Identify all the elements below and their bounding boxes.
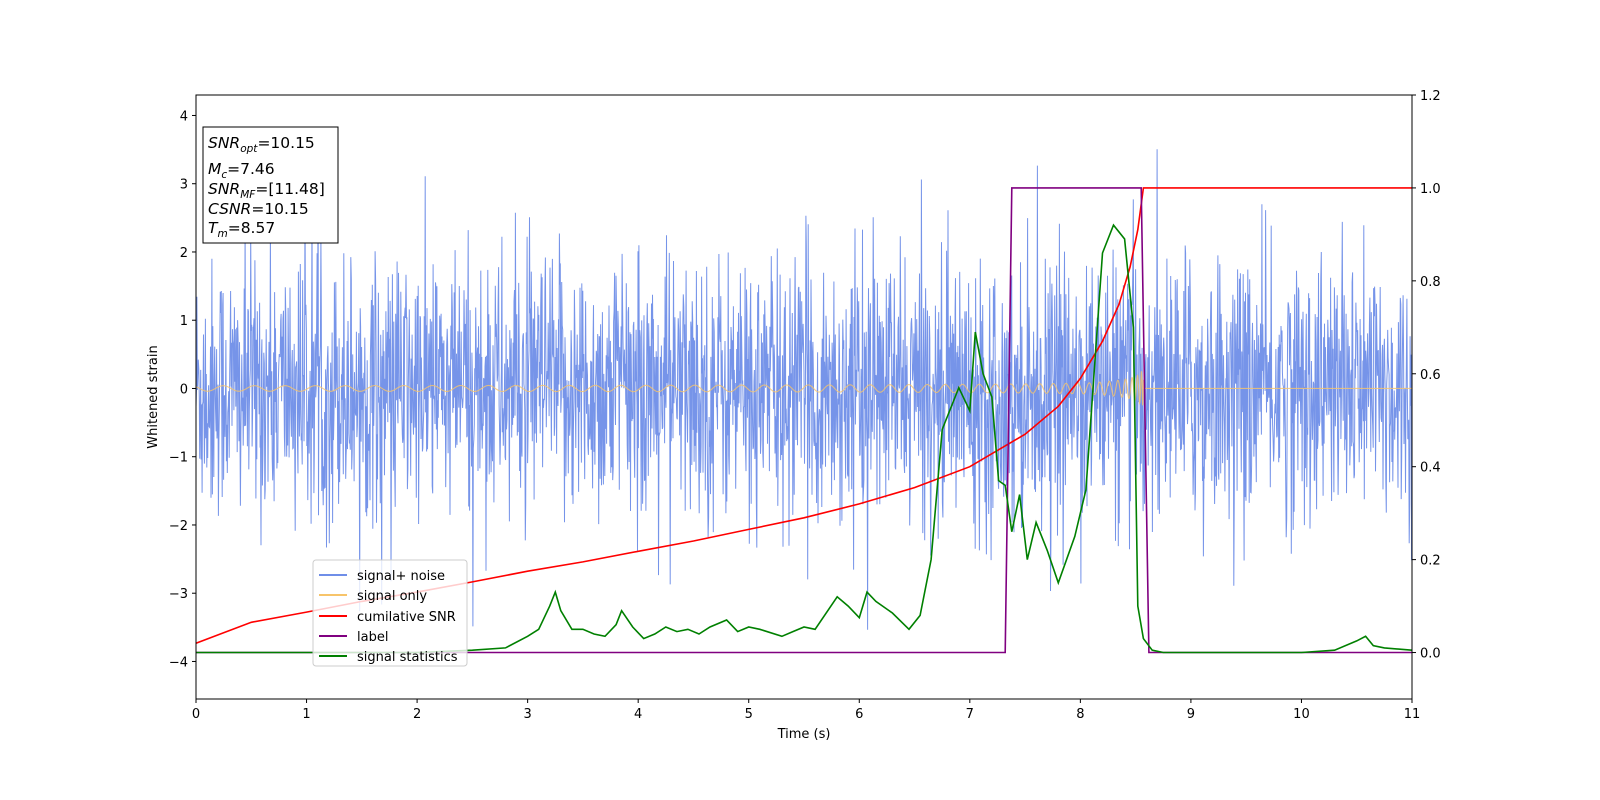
- info-snr-opt: SNRopt=10.15: [208, 134, 315, 155]
- legend-box: [312, 559, 468, 667]
- y-left-tick-label: 3: [180, 178, 188, 193]
- y-right-tick-label: 0.0: [1420, 647, 1441, 662]
- legend-item-cumulative-snr: cumilative SNR: [319, 610, 456, 625]
- y-left-tick-label: −2: [169, 519, 188, 534]
- legend-label: signal statistics: [357, 650, 458, 665]
- legend-item-signal-only: signal only: [319, 589, 427, 604]
- x-tick-label: 9: [1187, 707, 1195, 722]
- x-tick-label: 3: [523, 707, 531, 722]
- x-tick-label: 11: [1404, 707, 1421, 722]
- legend-label: signal+ noise: [357, 569, 445, 584]
- y-left-tick-label: 1: [180, 314, 188, 329]
- y-left-tick-label: 0: [180, 382, 188, 397]
- y-right-tick-label: 1.0: [1420, 182, 1441, 197]
- legend-item-label: label: [319, 630, 388, 645]
- x-tick-label: 10: [1293, 707, 1310, 722]
- series-signal-statistics: [196, 223, 1412, 654]
- x-tick-label: 5: [745, 707, 753, 722]
- axes-frame: [195, 94, 1413, 700]
- y-right-tick-label: 0.2: [1420, 554, 1441, 569]
- axes-ticks: 0 1 2 3 4 5 6 7 8 9 10 11 −4 −3 −2 −1 0 1 2 3 4 0.0 0.2 0.4 0.6 0…: [169, 89, 1441, 722]
- y-left-tick-label: −3: [169, 587, 188, 602]
- info-csnr: CSNR=10.15: [208, 200, 309, 218]
- y-left-tick-label: 2: [180, 246, 188, 261]
- x-tick-label: 8: [1076, 707, 1084, 722]
- y-right-tick-label: 0.8: [1420, 275, 1441, 290]
- y-left-tick-label: 4: [180, 109, 188, 124]
- x-axis-label: Time (s): [777, 727, 831, 742]
- x-tick-label: 4: [634, 707, 642, 722]
- y-left-tick-label: −4: [169, 655, 188, 670]
- legend: signal+ noise signal only cumilative SNR…: [312, 559, 468, 667]
- y-right-tick-label: 0.4: [1420, 461, 1441, 476]
- series-signal-noise: [196, 139, 1412, 630]
- y-left-tick-label: −1: [169, 451, 188, 466]
- legend-label: label: [357, 630, 388, 645]
- legend-label: signal only: [357, 589, 427, 604]
- info-merger-time: Tm=8.57: [208, 219, 275, 240]
- x-tick-label: 2: [413, 707, 421, 722]
- x-tick-label: 7: [966, 707, 974, 722]
- legend-label: cumilative SNR: [357, 610, 456, 625]
- legend-item-signal-noise: signal+ noise: [319, 569, 445, 584]
- x-tick-label: 1: [302, 707, 310, 722]
- y-axis-label: Whitened strain: [146, 345, 161, 448]
- y-right-tick-label: 1.2: [1420, 89, 1441, 104]
- info-box: SNRopt=10.15 Mc=7.46 SNRMF=[11.48] CSNR=…: [202, 126, 339, 244]
- info-snr-mf: SNRMF=[11.48]: [208, 180, 325, 201]
- info-chirp-mass: Mc=7.46: [208, 160, 275, 181]
- legend-item-signal-statistics: signal statistics: [319, 650, 458, 665]
- x-tick-label: 0: [192, 707, 200, 722]
- series-signal-only: [196, 371, 1412, 406]
- y-right-tick-label: 0.6: [1420, 368, 1441, 383]
- x-tick-label: 6: [855, 707, 863, 722]
